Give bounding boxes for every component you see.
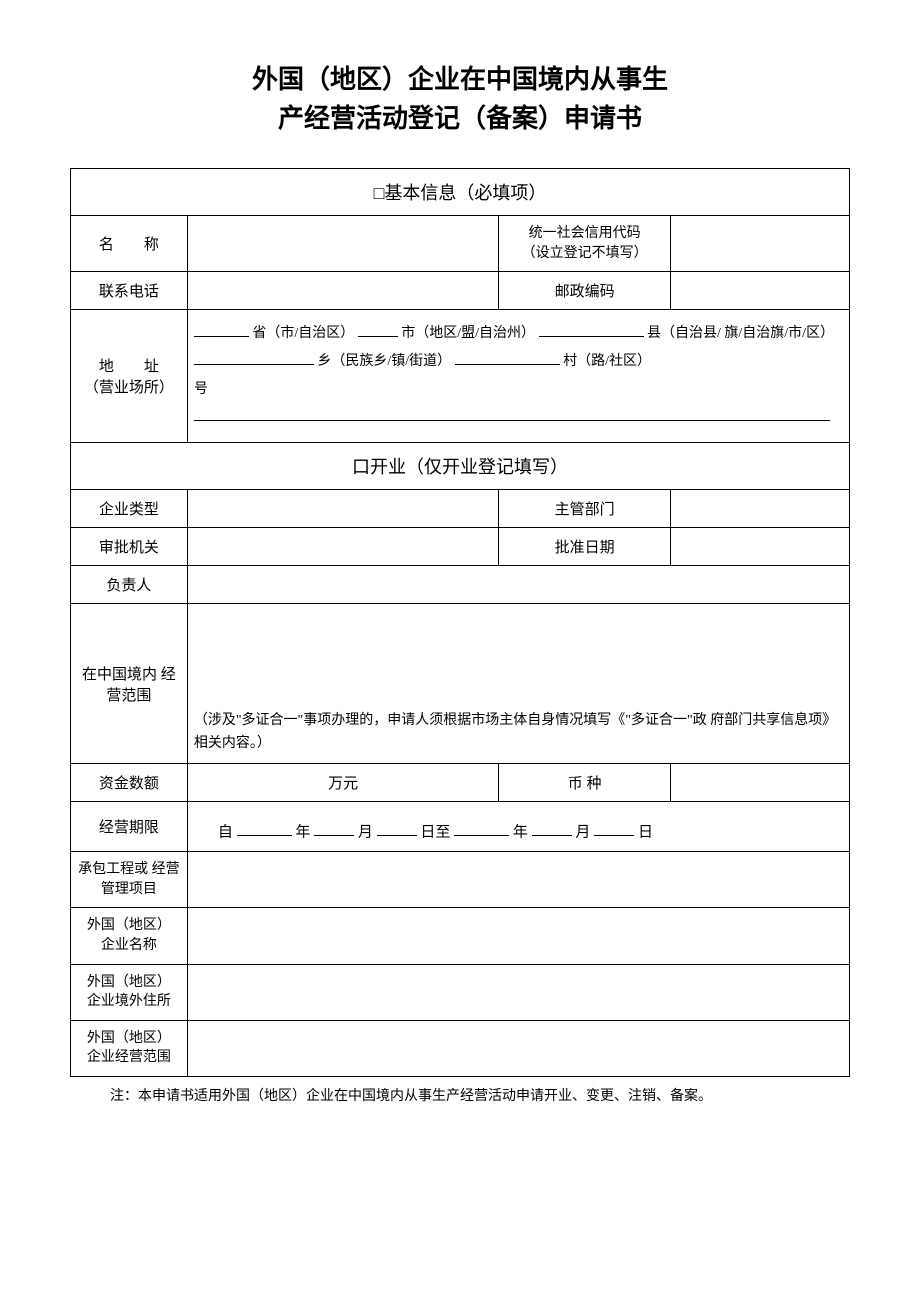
responsible-input[interactable] xyxy=(187,566,849,604)
approval-date-input[interactable] xyxy=(670,528,849,566)
period-label: 经营期限 xyxy=(71,802,188,852)
blank-full-address[interactable] xyxy=(194,404,830,421)
section-open-header-row: 口开业（仅开业登记填写） xyxy=(71,443,850,490)
address-label-l1: 地 址 xyxy=(77,355,181,376)
scope-note-text: （涉及"多证合一"事项办理的，申请人须根据市场主体自身情况填写《"多证合一"政 … xyxy=(194,713,836,750)
addr-text-5: 村（路/社区） xyxy=(563,354,651,369)
address-input[interactable]: 省（市/自治区） 市（地区/盟/自治州） 县（自治县/ 旗/自治旗/市/区） 乡… xyxy=(187,310,849,443)
document-title: 外国（地区）企业在中国境内从事生 产经营活动登记（备案）申请书 xyxy=(70,60,850,138)
title-line-1: 外国（地区）企业在中国境内从事生 xyxy=(70,60,850,99)
project-row: 承包工程或 经营管理项目 xyxy=(71,852,850,908)
foreign-name-label: 外国（地区） 企业名称 xyxy=(71,908,188,964)
responsible-row: 负责人 xyxy=(71,566,850,604)
foreign-scope-label-l2: 企业经营范围 xyxy=(77,1048,181,1068)
basic-info-label: □基本信息（必填项） xyxy=(374,183,547,203)
period-year-2: 年 xyxy=(513,824,528,840)
phone-row: 联系电话 邮政编码 xyxy=(71,272,850,310)
blank-township[interactable] xyxy=(194,350,314,365)
title-line-2: 产经营活动登记（备案）申请书 xyxy=(70,99,850,138)
foreign-addr-label-l2: 企业境外住所 xyxy=(77,992,181,1012)
name-input[interactable] xyxy=(187,216,499,272)
open-business-label: 口开业（仅开业登记填写） xyxy=(352,457,568,477)
currency-label: 币 种 xyxy=(499,764,670,802)
section-basic-header: □基本信息（必填项） xyxy=(71,169,850,216)
credit-code-label: 统一社会信用代码 （设立登记不填写） xyxy=(499,216,670,272)
competent-dept-label: 主管部门 xyxy=(499,490,670,528)
capital-row: 资金数额 万元 币 种 xyxy=(71,764,850,802)
credit-code-label-l2: （设立登记不填写） xyxy=(505,244,663,264)
period-dayto: 日至 xyxy=(420,824,450,840)
credit-code-input[interactable] xyxy=(670,216,849,272)
scope-label: 在中国境内 经营范围 xyxy=(71,604,188,764)
address-label: 地 址 （营业场所） xyxy=(71,310,188,443)
blank-day2[interactable] xyxy=(594,820,634,837)
addr-text-3: 县（自治县/ 旗/自治旗/市/区） xyxy=(647,326,834,341)
approval-row: 审批机关 批准日期 xyxy=(71,528,850,566)
section-open-header: 口开业（仅开业登记填写） xyxy=(71,443,850,490)
address-row: 地 址 （营业场所） 省（市/自治区） 市（地区/盟/自治州） 县（自治县/ 旗… xyxy=(71,310,850,443)
enterprise-type-row: 企业类型 主管部门 xyxy=(71,490,850,528)
period-input[interactable]: 自 年 月 日至 年 月 日 xyxy=(187,802,849,852)
capital-label: 资金数额 xyxy=(71,764,188,802)
foreign-scope-label-l1: 外国（地区） xyxy=(77,1029,181,1049)
name-row: 名 称 统一社会信用代码 （设立登记不填写） xyxy=(71,216,850,272)
project-input[interactable] xyxy=(187,852,849,908)
approval-org-label: 审批机关 xyxy=(71,528,188,566)
blank-month2[interactable] xyxy=(532,820,572,837)
foreign-addr-label: 外国（地区） 企业境外住所 xyxy=(71,964,188,1020)
enterprise-type-input[interactable] xyxy=(187,490,499,528)
section-basic-header-row: □基本信息（必填项） xyxy=(71,169,850,216)
blank-month1[interactable] xyxy=(314,820,354,837)
blank-city[interactable] xyxy=(358,322,398,337)
phone-input[interactable] xyxy=(187,272,499,310)
competent-dept-input[interactable] xyxy=(670,490,849,528)
foreign-addr-label-l1: 外国（地区） xyxy=(77,973,181,993)
currency-input[interactable] xyxy=(670,764,849,802)
foreign-name-input[interactable] xyxy=(187,908,849,964)
period-row: 经营期限 自 年 月 日至 年 月 日 xyxy=(71,802,850,852)
addr-text-4: 乡（民族乡/镇/街道） xyxy=(317,354,451,369)
blank-province[interactable] xyxy=(194,322,249,337)
period-day: 日 xyxy=(638,824,653,840)
addr-text-6: 号 xyxy=(194,382,208,397)
foreign-scope-row: 外国（地区） 企业经营范围 xyxy=(71,1020,850,1076)
foreign-name-label-l1: 外国（地区） xyxy=(77,916,181,936)
postal-label: 邮政编码 xyxy=(499,272,670,310)
blank-year1[interactable] xyxy=(237,820,292,837)
foreign-scope-input[interactable] xyxy=(187,1020,849,1076)
postal-input[interactable] xyxy=(670,272,849,310)
capital-input[interactable]: 万元 xyxy=(187,764,499,802)
capital-unit: 万元 xyxy=(328,776,358,792)
enterprise-type-label: 企业类型 xyxy=(71,490,188,528)
form-table: □基本信息（必填项） 名 称 统一社会信用代码 （设立登记不填写） 联系电话 邮… xyxy=(70,168,850,1077)
foreign-addr-row: 外国（地区） 企业境外住所 xyxy=(71,964,850,1020)
period-year-1: 年 xyxy=(295,824,310,840)
foreign-addr-input[interactable] xyxy=(187,964,849,1020)
scope-input[interactable]: （涉及"多证合一"事项办理的，申请人须根据市场主体自身情况填写《"多证合一"政 … xyxy=(187,604,849,764)
blank-day1[interactable] xyxy=(377,820,417,837)
approval-org-input[interactable] xyxy=(187,528,499,566)
approval-date-label: 批准日期 xyxy=(499,528,670,566)
period-month-1: 月 xyxy=(358,824,373,840)
responsible-label: 负责人 xyxy=(71,566,188,604)
period-from: 自 xyxy=(218,824,233,840)
addr-text-1: 省（市/自治区） xyxy=(252,326,354,341)
address-label-l2: （营业场所） xyxy=(77,376,181,397)
footnote: 注：本申请书适用外国（地区）企业在中国境内从事生产经营活动申请开业、变更、注销、… xyxy=(70,1085,850,1105)
blank-county[interactable] xyxy=(539,322,644,337)
foreign-scope-label: 外国（地区） 企业经营范围 xyxy=(71,1020,188,1076)
addr-text-2: 市（地区/盟/自治州） xyxy=(401,326,535,341)
name-label: 名 称 xyxy=(71,216,188,272)
blank-village[interactable] xyxy=(455,350,560,365)
credit-code-label-l1: 统一社会信用代码 xyxy=(505,224,663,244)
project-label: 承包工程或 经营管理项目 xyxy=(71,852,188,908)
phone-label: 联系电话 xyxy=(71,272,188,310)
scope-row: 在中国境内 经营范围 （涉及"多证合一"事项办理的，申请人须根据市场主体自身情况… xyxy=(71,604,850,764)
blank-year2[interactable] xyxy=(454,820,509,837)
foreign-name-label-l2: 企业名称 xyxy=(77,936,181,956)
foreign-name-row: 外国（地区） 企业名称 xyxy=(71,908,850,964)
period-month-2: 月 xyxy=(575,824,590,840)
